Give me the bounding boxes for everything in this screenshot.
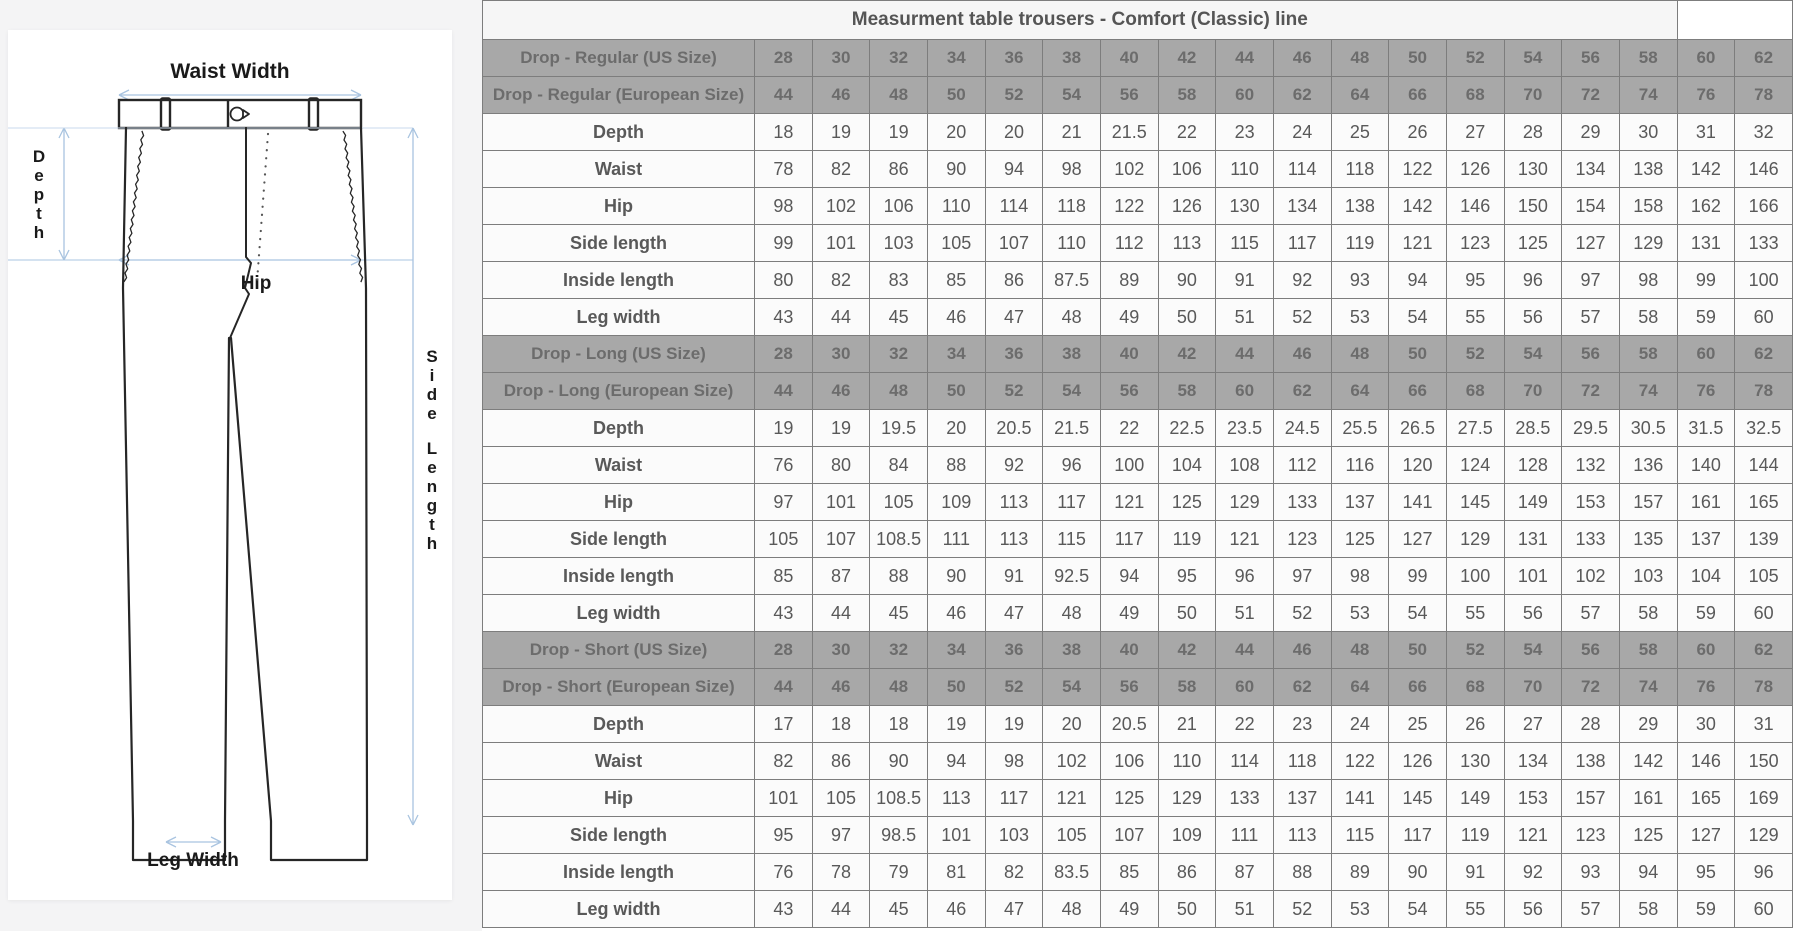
svg-text:d: d — [427, 385, 437, 404]
svg-text:t: t — [429, 515, 435, 534]
svg-text:i: i — [430, 366, 435, 385]
svg-text:n: n — [427, 477, 437, 496]
svg-text:D: D — [33, 147, 45, 166]
svg-text:e: e — [34, 166, 43, 185]
svg-text:h: h — [34, 223, 44, 242]
svg-text:e: e — [427, 458, 436, 477]
svg-text:h: h — [427, 534, 437, 553]
svg-text:t: t — [36, 204, 42, 223]
svg-text:e: e — [427, 404, 436, 423]
svg-text:L: L — [427, 439, 437, 458]
svg-text:S: S — [426, 347, 437, 366]
svg-text:Leg Width: Leg Width — [147, 850, 239, 871]
svg-text:p: p — [34, 185, 44, 204]
svg-text:Waist Width: Waist Width — [170, 60, 289, 83]
svg-text:g: g — [427, 496, 437, 515]
